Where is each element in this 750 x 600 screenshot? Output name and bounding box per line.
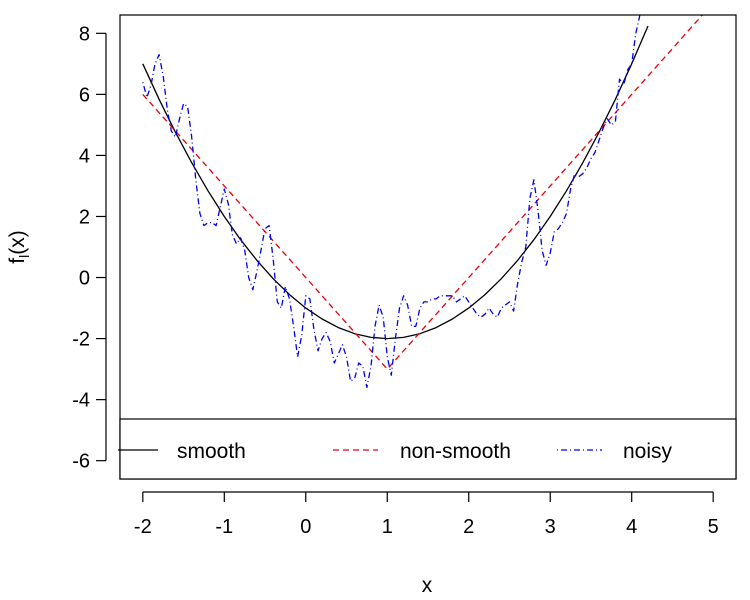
series-line-noisy [142,15,644,389]
legend-box [119,418,737,480]
x-tick-label: 0 [300,516,311,538]
y-tick-label: -2 [72,329,90,351]
x-tick-label: -1 [215,516,233,538]
plot-frame [119,14,737,480]
plot-area [142,15,704,389]
axes: -2 -1 0 1 2 3 4 5 -6 -4 -2 0 2 4 6 8 [72,23,719,538]
x-axis-title: x [422,574,433,597]
y-axis-title-main: f [6,258,29,264]
x-tick-label: 3 [545,516,556,538]
x-tick-label: 4 [626,516,637,538]
series-line-non-smooth [142,15,704,370]
y-tick-label: -6 [72,451,90,473]
series-line-smooth [142,25,649,340]
y-tick-label: 2 [79,206,90,228]
y-axis-title-tail: (x) [6,230,29,255]
y-axis-title: fl(x) [6,230,32,263]
x-tick-label: 5 [708,516,719,538]
y-tick-label: 0 [79,268,90,290]
x-tick-label: 1 [382,516,393,538]
y-tick-label: 4 [79,145,90,167]
y-axis-title-subscript: l [16,255,32,258]
x-tick-label: -2 [134,516,152,538]
y-tick-label: -4 [72,390,90,412]
legend-label-smooth: smooth [177,440,246,463]
y-tick-label: 8 [79,23,90,45]
legend: smooth non-smooth noisy [118,418,737,480]
x-tick-label: 2 [463,516,474,538]
y-tick-label: 6 [79,84,90,106]
legend-label-non-smooth: non-smooth [400,440,511,463]
legend-label-noisy: noisy [623,440,673,463]
